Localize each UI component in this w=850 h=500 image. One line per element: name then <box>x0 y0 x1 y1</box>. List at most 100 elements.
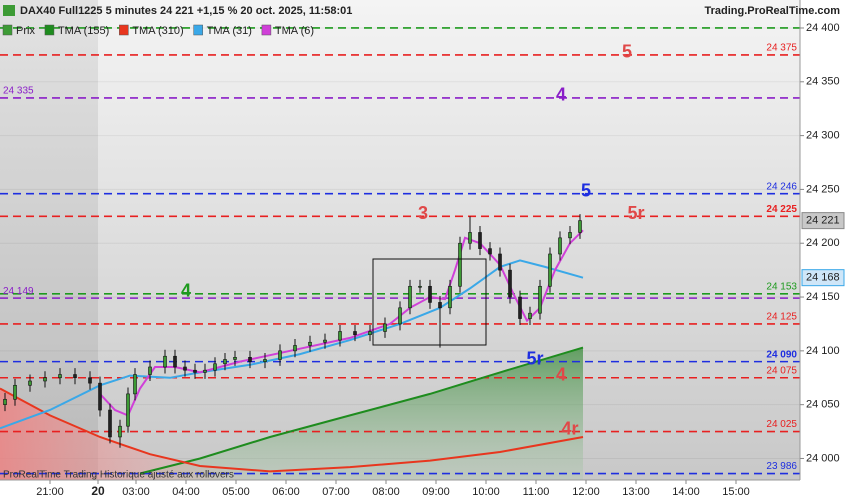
y-axis-area <box>800 0 850 500</box>
x-tick-label: 03:00 <box>122 486 150 498</box>
candle-body <box>438 302 442 309</box>
legend-swatch <box>2 24 13 36</box>
candle-body <box>308 341 312 346</box>
legend-label: TMA (155) <box>58 25 109 37</box>
candle-body <box>498 253 502 271</box>
candle-body <box>183 366 187 371</box>
candle-body <box>28 380 32 386</box>
candle-body <box>408 285 412 309</box>
x-tick-label: 07:00 <box>322 486 350 498</box>
legend-swatch <box>119 24 129 36</box>
candle-body <box>568 232 572 239</box>
level-left-label: 24 335 <box>3 86 34 97</box>
candle-body <box>368 331 372 336</box>
x-tick-label: 05:00 <box>222 486 250 498</box>
candle-body <box>223 359 227 365</box>
legend-swatch <box>44 24 55 36</box>
candle-body <box>173 355 177 368</box>
candle-body <box>203 369 207 373</box>
level-tag: 4 <box>181 281 191 301</box>
candle-body <box>73 374 77 379</box>
level-tag: 4r <box>561 418 578 438</box>
level-label: 24 075 <box>766 365 797 376</box>
legend-swatch <box>193 24 203 36</box>
candle-body <box>108 409 112 438</box>
y-tick-label: 24 100 <box>806 345 840 357</box>
level-label: 24 090 <box>766 349 797 360</box>
x-tick-label: 08:00 <box>372 486 400 498</box>
candle-body <box>98 382 102 411</box>
candle-body <box>548 253 552 287</box>
legend-label: TMA (310) <box>132 25 183 37</box>
level-tag: 4 <box>556 365 566 385</box>
candle-body <box>213 363 217 371</box>
y-tick-label: 24 000 <box>806 452 840 464</box>
level-label: 24 125 <box>766 312 797 323</box>
candle-body <box>248 357 252 362</box>
x-axis-area <box>0 480 800 500</box>
area <box>140 347 583 480</box>
x-tick-label: 06:00 <box>272 486 300 498</box>
candle-body <box>538 285 542 314</box>
candle-body <box>418 285 422 288</box>
x-tick-label: 04:00 <box>172 486 200 498</box>
level-tag: 5 <box>622 42 632 62</box>
candle-body <box>398 307 402 325</box>
candle-body <box>478 232 482 249</box>
y-tick-label: 24 050 <box>806 399 840 411</box>
candle-body <box>323 339 327 343</box>
candle-body <box>13 384 17 400</box>
candle-body <box>193 369 197 373</box>
legend-label: TMA (6) <box>275 25 314 37</box>
candle-body <box>508 269 512 298</box>
x-tick-label: 13:00 <box>622 486 650 498</box>
candle-body <box>558 237 562 255</box>
y-tick-label: 24 350 <box>806 76 840 88</box>
y-tick-label: 24 200 <box>806 237 840 249</box>
legend-swatch <box>261 24 272 36</box>
candle-body <box>488 248 492 255</box>
candle-body <box>148 366 152 375</box>
y-tick-label: 24 400 <box>806 22 840 34</box>
candle-body <box>293 345 297 352</box>
x-tick-label: 20 <box>91 484 105 498</box>
y-tick-label: 24 300 <box>806 130 840 142</box>
series-line <box>0 387 584 473</box>
footer: ProRealTime Trading Historique ajusté au… <box>3 470 234 481</box>
x-tick-label: 11:00 <box>523 486 550 498</box>
level-tag: 4 <box>556 85 566 105</box>
level-left-label: 24 149 <box>3 286 34 297</box>
candle-body <box>133 374 137 395</box>
level-tag: 3 <box>418 203 428 223</box>
source: Trading.ProRealTime.com <box>704 5 840 17</box>
candle-body <box>126 393 130 427</box>
candle-body <box>428 285 432 303</box>
candle-body <box>528 312 532 319</box>
candle-body <box>58 374 62 379</box>
candle-body <box>458 242 462 287</box>
level-label: 24 375 <box>766 43 797 54</box>
legend-label: Prix <box>16 25 35 37</box>
x-tick-label: 21:00 <box>36 486 64 498</box>
level-tag: 5r <box>526 348 543 368</box>
candle-body <box>3 398 7 405</box>
plot-background <box>0 0 800 480</box>
last-badge <box>801 269 845 287</box>
area <box>0 388 583 480</box>
candle-body <box>468 232 472 244</box>
last-badge-label: 24 168 <box>806 272 840 284</box>
level-label: 23 986 <box>766 461 797 472</box>
candle-body <box>88 377 92 384</box>
last-badge <box>801 212 845 230</box>
x-tick-label: 14:00 <box>672 486 700 498</box>
candle-body <box>383 323 387 332</box>
last-badge-label: 24 221 <box>806 215 840 227</box>
x-tick-label: 15:00 <box>722 486 750 498</box>
level-label: 24 246 <box>766 181 797 192</box>
candle-body <box>578 220 582 233</box>
legend-label: TMA (31) <box>207 25 252 37</box>
level-tag: 5 <box>581 180 591 200</box>
level-label: 24 153 <box>766 281 797 292</box>
candle-body <box>263 359 267 362</box>
